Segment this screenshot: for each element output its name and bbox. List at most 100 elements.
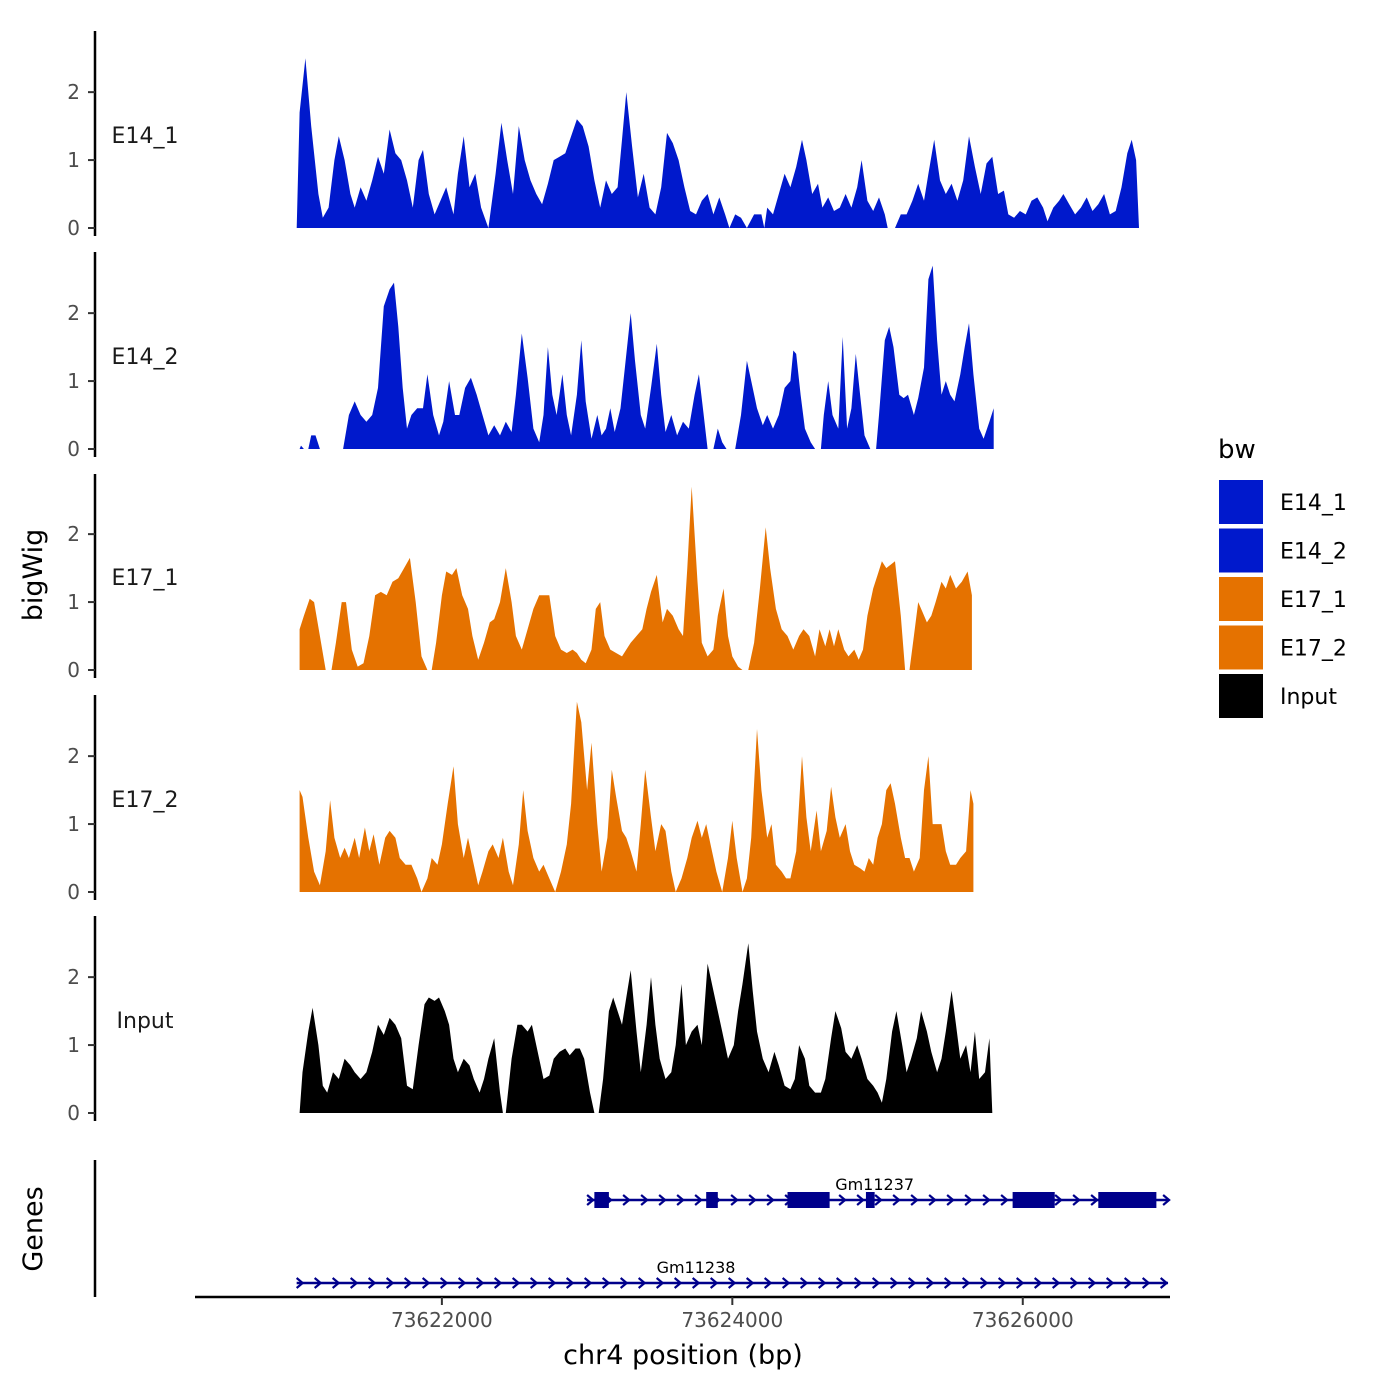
strand-chevron — [907, 1277, 917, 1289]
legend-label-Input: Input — [1280, 685, 1337, 710]
y-tick-label: 1 — [67, 1033, 80, 1057]
y-tick-label: 0 — [67, 658, 80, 682]
genes-axis-title: Genes — [18, 1186, 49, 1271]
strand-chevron — [658, 1194, 667, 1206]
area-E17_2 — [299, 701, 974, 892]
strand-chevron — [511, 1277, 521, 1289]
y-tick-label: 1 — [67, 369, 80, 393]
exon-Gm11237 — [865, 1192, 875, 1208]
strand-chevron — [763, 1277, 773, 1289]
strand-chevron — [694, 1194, 703, 1206]
strand-chevron — [586, 1194, 595, 1206]
strand-chevron — [295, 1277, 305, 1289]
panel-E17_1: 0 1 2 E17_1 — [67, 474, 972, 682]
gene-Gm11238: Gm11238 — [295, 1258, 1169, 1289]
exon-Gm11237 — [706, 1192, 718, 1208]
strand-chevron — [655, 1277, 665, 1289]
x-tick-label: 73624000 — [681, 1308, 783, 1332]
exon-Gm11237 — [594, 1192, 609, 1208]
strand-chevron — [910, 1194, 919, 1206]
strand-chevron — [817, 1277, 827, 1289]
area-E14_2 — [299, 265, 994, 449]
legend-title: bw — [1218, 435, 1256, 465]
x-axis-title: chr4 position (bp) — [563, 1340, 803, 1371]
strand-chevron — [1141, 1277, 1151, 1289]
strand-chevron — [619, 1277, 629, 1289]
strand-chevron — [925, 1277, 935, 1289]
strand-chevron — [367, 1277, 377, 1289]
y-tick-label: 0 — [67, 437, 80, 461]
strand-chevron — [583, 1277, 593, 1289]
strand-chevron — [982, 1194, 991, 1206]
legend-swatch-Input — [1219, 674, 1263, 718]
strand-chevron — [493, 1277, 503, 1289]
panel-label-E17_2: E17_2 — [112, 788, 179, 813]
strand-chevron — [385, 1277, 395, 1289]
gene-Gm11237: Gm11237 — [586, 1175, 1171, 1208]
strand-chevron — [1072, 1194, 1081, 1206]
y-tick-label: 0 — [67, 216, 80, 240]
strand-chevron — [1000, 1194, 1009, 1206]
y-tick-label: 2 — [67, 80, 80, 104]
strand-chevron — [928, 1194, 937, 1206]
strand-chevron — [691, 1277, 701, 1289]
gene-label-Gm11238: Gm11238 — [657, 1258, 736, 1277]
strand-chevron — [745, 1277, 755, 1289]
legend-swatch-E14_1 — [1219, 480, 1263, 524]
strand-chevron — [1054, 1194, 1063, 1206]
strand-chevron — [766, 1194, 775, 1206]
strand-chevron — [730, 1194, 739, 1206]
strand-chevron — [799, 1277, 809, 1289]
strand-chevron — [622, 1194, 631, 1206]
legend: bw E14_1 E14_2 E17_1 E17_2 Input — [1218, 435, 1347, 718]
strand-chevron — [727, 1277, 737, 1289]
x-tick-label: 73626000 — [972, 1308, 1074, 1332]
strand-chevron — [838, 1194, 847, 1206]
y-tick-label: 1 — [67, 590, 80, 614]
x-axis: 73622000 73624000 73626000 — [195, 1295, 1170, 1332]
strand-chevron — [781, 1277, 791, 1289]
genes-track: Gm11237 Gm11238 — [93, 1160, 1171, 1297]
strand-chevron — [1069, 1277, 1079, 1289]
strand-chevron — [964, 1194, 973, 1206]
strand-chevron — [673, 1277, 683, 1289]
strand-chevron — [835, 1277, 845, 1289]
strand-chevron — [313, 1277, 323, 1289]
y-tick-label: 2 — [67, 301, 80, 325]
y-tick-label: 2 — [67, 965, 80, 989]
strand-chevron — [943, 1277, 953, 1289]
panel-E17_2: 0 1 2 E17_2 — [67, 695, 974, 904]
exon-Gm11237 — [1098, 1192, 1157, 1208]
strand-chevron — [1051, 1277, 1061, 1289]
strand-chevron — [676, 1194, 685, 1206]
strand-chevron — [1033, 1277, 1043, 1289]
strand-chevron — [457, 1277, 467, 1289]
strand-chevron — [1162, 1194, 1171, 1206]
area-Input — [299, 943, 993, 1113]
strand-chevron — [421, 1277, 431, 1289]
strand-chevron — [640, 1194, 649, 1206]
panel-E14_1: 0 1 2 E14_1 — [67, 31, 1139, 240]
strand-chevron — [1159, 1277, 1169, 1289]
panel-label-E14_2: E14_2 — [112, 345, 179, 370]
legend-swatch-E17_2 — [1219, 625, 1263, 670]
y-tick-label: 2 — [67, 522, 80, 546]
strand-chevron — [1105, 1277, 1115, 1289]
panel-label-E14_1: E14_1 — [112, 124, 179, 149]
strand-chevron — [331, 1277, 341, 1289]
exon-Gm11237 — [787, 1192, 830, 1208]
strand-chevron — [1090, 1194, 1099, 1206]
legend-label-E14_1: E14_1 — [1280, 491, 1347, 516]
panel-Input: 0 1 2 Input — [67, 916, 993, 1125]
legend-label-E17_2: E17_2 — [1280, 637, 1347, 662]
strand-chevron — [997, 1277, 1007, 1289]
exon-Gm11237 — [1012, 1192, 1055, 1208]
legend-swatch-E14_2 — [1219, 528, 1263, 573]
track-panels: 0 1 2 E14_1 0 1 2 E14_2 0 1 2 E17_1 0 1 2 E17_2 0 1 2 Input — [67, 31, 1139, 1125]
panel-E14_2: 0 1 2 E14_2 — [67, 252, 994, 461]
strand-chevron — [475, 1277, 485, 1289]
y-tick-label: 1 — [67, 812, 80, 836]
strand-chevron — [874, 1194, 883, 1206]
strand-chevron — [601, 1277, 611, 1289]
